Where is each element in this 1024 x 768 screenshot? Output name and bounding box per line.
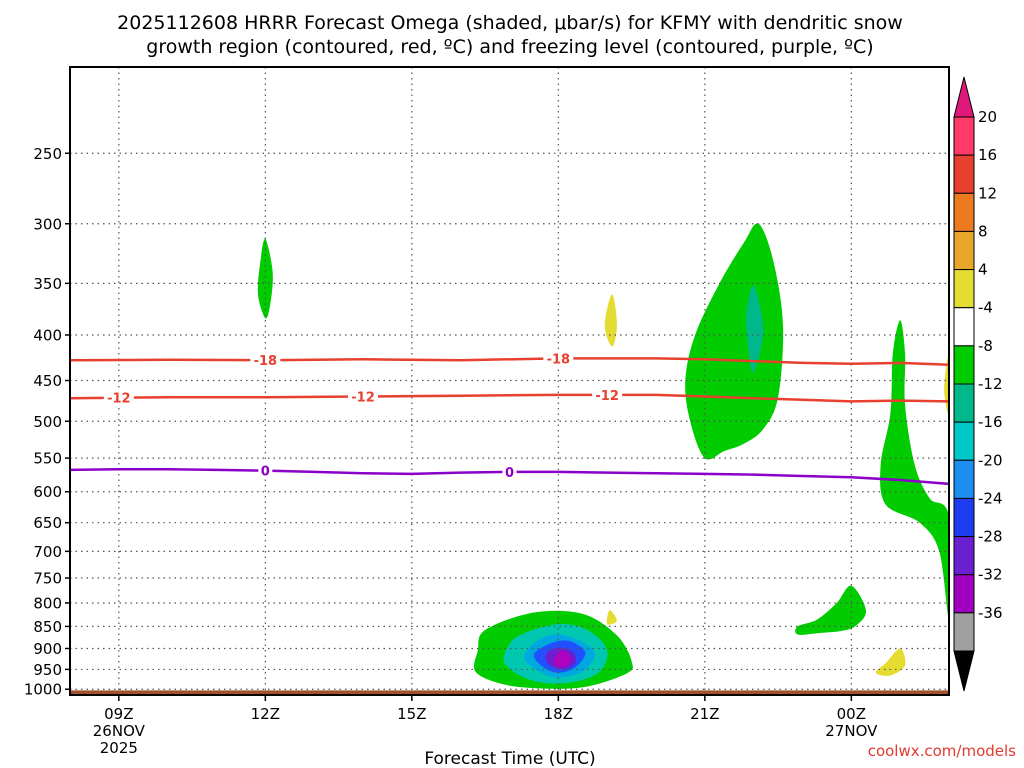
chart-title-line2: growth region (contoured, red, ºC) and f…	[146, 36, 873, 58]
dgz-minus12-line	[70, 393, 949, 403]
dgz-minus12-label-bg	[348, 388, 378, 405]
surface-layer	[70, 690, 949, 695]
dgz-minus18-label: -18	[547, 352, 571, 367]
y-tick-label-650: 650	[33, 514, 62, 532]
freezing-level-label: 0	[505, 466, 514, 481]
omega-2330z-low	[795, 585, 867, 635]
y-tick-label-300: 300	[33, 215, 62, 233]
colorbar-bottom-arrow	[953, 650, 975, 692]
colorbar-tick--36: -36	[978, 604, 1003, 622]
ground-surface	[70, 690, 949, 695]
colorbar-segment-13	[953, 612, 975, 652]
colorbar-segment-4	[953, 269, 975, 309]
colorbar-segment-3	[953, 230, 975, 271]
x-year-label-2025: 2025	[100, 739, 138, 757]
y-tick-label-350: 350	[33, 275, 62, 293]
omega-12z-350	[257, 238, 273, 319]
freezing-level-label: 0	[261, 465, 270, 480]
colorbar-segment-10	[953, 497, 975, 538]
y-tick-label-750: 750	[33, 570, 62, 588]
y-axis: 250 300 350 400 450 500 550 600 650 700 750 800 850 9…	[24, 145, 70, 699]
dgz-minus12-label: -12	[351, 391, 375, 406]
dgz-minus12-label-bg	[592, 386, 623, 403]
colorbar-top-arrow	[953, 76, 975, 118]
y-tick-label-850: 850	[33, 618, 62, 636]
omega-0130z-yellow	[944, 353, 949, 415]
colorbar-segment-2	[953, 192, 975, 232]
y-tick-label-1000: 1000	[24, 681, 62, 699]
colorbar-segment-8	[953, 421, 975, 461]
colorbar-tick-12: 12	[978, 184, 997, 202]
colorbar-tick-16: 16	[978, 146, 997, 164]
y-tick-label-950: 950	[33, 661, 62, 679]
colorbar-segment-9	[953, 459, 975, 499]
colorbar-segment-11	[953, 536, 975, 576]
dgz-minus18-label: -18	[254, 354, 278, 369]
x-tick-label-12Z: 12Z	[251, 705, 280, 723]
y-tick-label-900: 900	[33, 640, 62, 658]
y-tick-label-400: 400	[33, 326, 62, 344]
colorbar-tick-20: 20	[978, 108, 997, 126]
x-tick-label-09Z: 09Z	[104, 705, 133, 723]
colorbar-segment-0	[953, 116, 975, 156]
colorbar-segment-5	[953, 307, 975, 347]
colorbar-tick--12: -12	[978, 375, 1003, 393]
x-tick-label-00Z: 00Z	[837, 705, 866, 723]
x-tick-label-18Z: 18Z	[544, 705, 573, 723]
colorbar-segment-1	[953, 154, 975, 194]
chart-title-line1: 2025112608 HRRR Forecast Omega (shaded, …	[117, 12, 903, 34]
colorbar-tick-8: 8	[978, 222, 988, 240]
plot-background	[70, 67, 949, 695]
x-date-label-26NOV: 26NOV	[93, 722, 146, 740]
colorbar-tick--4: -4	[978, 299, 993, 317]
dgz-minus18-label-bg	[250, 352, 281, 369]
y-tick-label-250: 250	[33, 145, 62, 163]
freezing-level-label-bg	[258, 462, 273, 479]
omega-19z-870	[606, 610, 617, 625]
credit-text: coolwx.com/models	[868, 742, 1016, 760]
dgz-minus12-label: -12	[107, 392, 131, 407]
plot-area: -18 -18 -12 -12 -12 0 0	[69, 66, 950, 696]
y-tick-label-450: 450	[33, 372, 62, 390]
x-date-label-27NOV: 27NOV	[825, 722, 878, 740]
freezing-level-label-bg	[502, 463, 517, 480]
omega-01z-955	[875, 648, 906, 676]
colorbar-segment-6	[953, 345, 975, 385]
colorbar-tick--28: -28	[978, 528, 1003, 546]
omega-21z-wide	[685, 223, 784, 460]
omega-22z-inner	[746, 285, 764, 373]
colorbar-tick--16: -16	[978, 413, 1003, 431]
dgz-minus12-label: -12	[595, 389, 619, 404]
y-tick-label-600: 600	[33, 483, 62, 501]
y-tick-label-500: 500	[33, 413, 62, 431]
colorbar: 20 16 12 8 4 -4 -8 -12 -16 -20 -24 -28 -32 -36	[953, 76, 1003, 692]
grid-layer	[70, 67, 949, 695]
colorbar-tick--8: -8	[978, 337, 993, 355]
omega-19z-390	[604, 294, 617, 347]
y-tick-label-700: 700	[33, 543, 62, 561]
omega-01z-column	[880, 320, 949, 618]
contour-layer: -18 -18 -12 -12 -12 0 0	[70, 350, 949, 486]
colorbar-tick-4: 4	[978, 261, 988, 279]
x-tick-label-21Z: 21Z	[690, 705, 719, 723]
x-axis-label: Forecast Time (UTC)	[424, 749, 595, 768]
colorbar-tick--24: -24	[978, 489, 1003, 507]
colorbar-segment-7	[953, 383, 975, 423]
colorbar-tick--20: -20	[978, 451, 1003, 469]
x-tick-label-15Z: 15Z	[397, 705, 426, 723]
colorbar-segment-12	[953, 574, 975, 614]
y-tick-label-800: 800	[33, 594, 62, 612]
dgz-minus18-label-bg	[543, 350, 574, 367]
dgz-minus12-label-bg	[103, 389, 134, 406]
colorbar-tick--32: -32	[978, 566, 1003, 584]
y-tick-label-550: 550	[33, 450, 62, 468]
omega-18z-core	[553, 650, 571, 668]
